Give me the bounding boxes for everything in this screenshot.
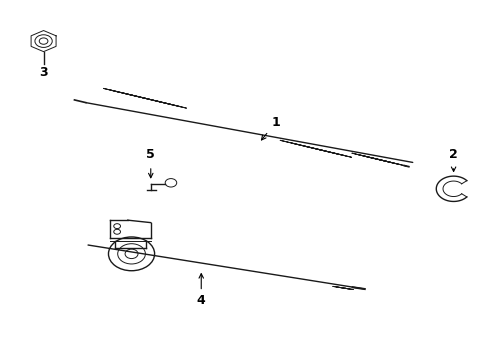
- Text: 5: 5: [146, 148, 155, 161]
- Text: 4: 4: [197, 274, 205, 307]
- Text: 3: 3: [39, 66, 48, 79]
- Text: 1: 1: [261, 116, 280, 140]
- Text: 2: 2: [448, 148, 457, 161]
